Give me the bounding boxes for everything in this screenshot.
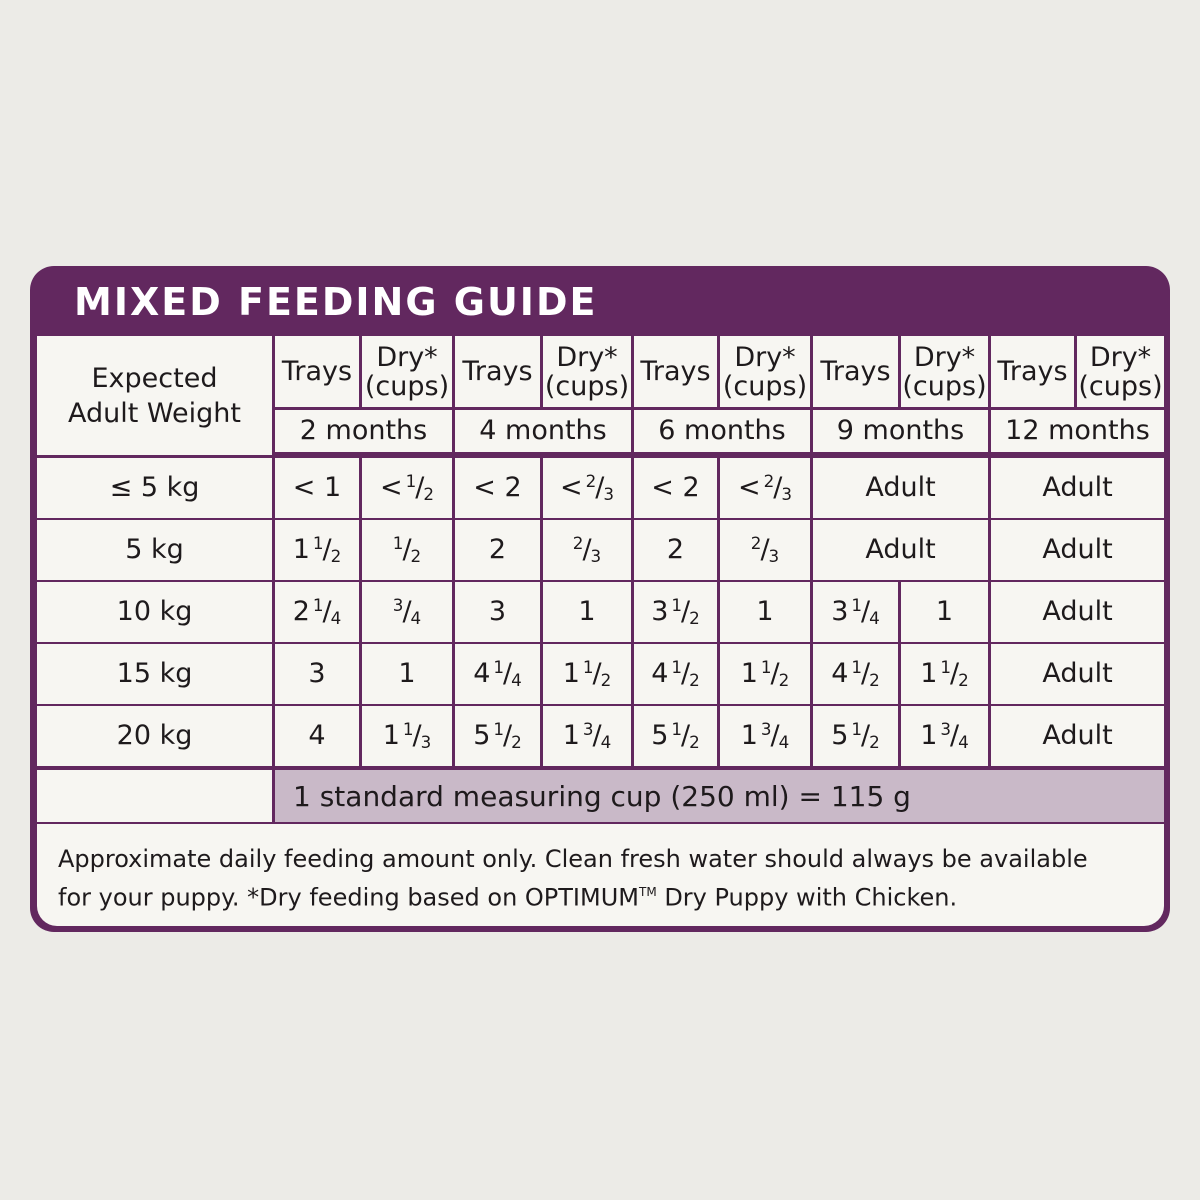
feeding-amount-cell: 3 [455, 582, 540, 642]
blank-cell [37, 770, 272, 822]
dry-cups-header: Dry* (cups) [543, 336, 631, 407]
footnote-line-2: for your puppy. *Dry feeding based on OP… [58, 876, 1164, 915]
feeding-amount-cell: 1 1/2 [901, 644, 988, 704]
cups-label: (cups) [544, 370, 630, 402]
feeding-amount-cell: 1 3/4 [543, 706, 631, 766]
feeding-amount-cell: Adult [813, 458, 988, 518]
feeding-amount-cell: 2/3 [720, 520, 810, 580]
feeding-amount-cell: < 1 [275, 458, 359, 518]
feeding-amount-cell: < 2 [455, 458, 540, 518]
feeding-amount-cell: 2 1/4 [275, 582, 359, 642]
feeding-amount-cell: 3 1/2 [634, 582, 717, 642]
feeding-amount-cell: 1/2 [362, 520, 452, 580]
trays-header: Trays [813, 336, 898, 407]
feeding-amount-cell: 3 [275, 644, 359, 704]
feeding-amount-cell: 1 1/2 [720, 644, 810, 704]
feeding-amount-cell: Adult [991, 644, 1164, 704]
weight-cell: 10 kg [37, 582, 272, 642]
feeding-amount-cell: 1 1/2 [275, 520, 359, 580]
age-header: 2 months [275, 410, 452, 452]
feeding-amount-cell: Adult [813, 520, 988, 580]
feeding-amount-cell: 5 1/2 [455, 706, 540, 766]
feeding-amount-cell: 1 1/2 [543, 644, 631, 704]
footnote: Approximate daily feeding amount only. C… [37, 824, 1164, 926]
dry-label: Dry* [1089, 341, 1152, 373]
trademark-mark: TM [639, 885, 657, 899]
weight-cell: 15 kg [37, 644, 272, 704]
weight-cell: 5 kg [37, 520, 272, 580]
feeding-amount-cell: 4 1/2 [634, 644, 717, 704]
age-header: 4 months [455, 410, 631, 452]
feeding-amount-cell: Adult [991, 706, 1164, 766]
feeding-amount-cell: 3/4 [362, 582, 452, 642]
feeding-amount-cell: < 1/2 [362, 458, 452, 518]
footnote-line-2-text: for your puppy. *Dry feeding based on OP… [58, 883, 639, 912]
dry-label: Dry* [734, 341, 796, 373]
weight-column-header: Expected Adult Weight [37, 336, 272, 455]
trays-header: Trays [634, 336, 717, 407]
guide-title: MIXED FEEDING GUIDE [74, 280, 598, 324]
feeding-amount-cell: 2 [634, 520, 717, 580]
feeding-amount-cell: < 2 [634, 458, 717, 518]
trays-header: Trays [275, 336, 359, 407]
age-header: 9 months [813, 410, 988, 452]
cups-label: (cups) [722, 370, 808, 402]
weight-cell: 20 kg [37, 706, 272, 766]
feeding-amount-cell: 1 3/4 [720, 706, 810, 766]
feeding-amount-cell: Adult [991, 458, 1164, 518]
dry-cups-header: Dry* (cups) [901, 336, 988, 407]
feeding-amount-cell: 1 [901, 582, 988, 642]
trays-header: Trays [991, 336, 1074, 407]
cups-label: (cups) [364, 370, 450, 402]
feeding-amount-cell: 4 [275, 706, 359, 766]
cups-label: (cups) [902, 370, 987, 402]
feeding-amount-cell: < 2/3 [720, 458, 810, 518]
weight-header-line: Adult Weight [68, 397, 241, 429]
dry-label: Dry* [376, 341, 438, 373]
dry-cups-header: Dry* (cups) [1077, 336, 1164, 407]
feeding-amount-cell: 1 [543, 582, 631, 642]
age-header: 6 months [634, 410, 810, 452]
dry-label: Dry* [913, 341, 976, 373]
feeding-amount-cell: 5 1/2 [813, 706, 898, 766]
footnote-line-1: Approximate daily feeding amount only. C… [58, 845, 1088, 873]
feeding-amount-cell: 2 [455, 520, 540, 580]
feeding-amount-cell: 3 1/4 [813, 582, 898, 642]
footnote-line-2-end: Dry Puppy with Chicken. [656, 883, 958, 912]
weight-cell: ≤ 5 kg [37, 458, 272, 518]
feeding-amount-cell: 5 1/2 [634, 706, 717, 766]
trays-header: Trays [455, 336, 540, 407]
feeding-amount-cell: 4 1/2 [813, 644, 898, 704]
feeding-amount-cell: 4 1/4 [455, 644, 540, 704]
age-header: 12 months [991, 410, 1164, 452]
dry-cups-header: Dry* (cups) [720, 336, 810, 407]
weight-header-line: Expected [91, 362, 218, 394]
feeding-amount-cell: 1 [362, 644, 452, 704]
feeding-amount-cell: 1 3/4 [901, 706, 988, 766]
measuring-cup-note: 1 standard measuring cup (250 ml) = 115 … [275, 770, 1164, 822]
dry-cups-header: Dry* (cups) [362, 336, 452, 407]
dry-label: Dry* [556, 341, 618, 373]
feeding-amount-cell: < 2/3 [543, 458, 631, 518]
feeding-amount-cell: 1 1/3 [362, 706, 452, 766]
feeding-amount-cell: Adult [991, 520, 1164, 580]
feeding-amount-cell: Adult [991, 582, 1164, 642]
cups-label: (cups) [1078, 370, 1163, 402]
feeding-amount-cell: 2/3 [543, 520, 631, 580]
feeding-amount-cell: 1 [720, 582, 810, 642]
